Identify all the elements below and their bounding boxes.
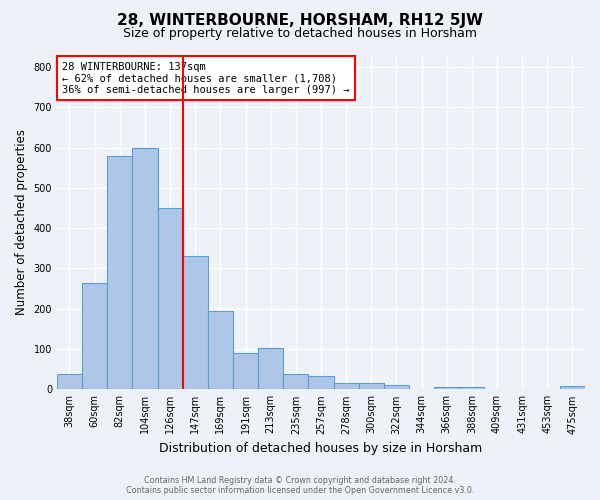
Text: Contains HM Land Registry data © Crown copyright and database right 2024.
Contai: Contains HM Land Registry data © Crown c… (126, 476, 474, 495)
Bar (233, 353, 258, 390)
Bar (308, 376, 334, 390)
Bar (158, 208, 182, 390)
Bar (434, 388, 459, 390)
Bar (82, 282, 107, 390)
Bar (258, 348, 283, 390)
Bar (459, 388, 484, 390)
Bar (359, 384, 384, 390)
Bar (560, 386, 585, 390)
Bar (57, 374, 82, 390)
Y-axis label: Number of detached properties: Number of detached properties (15, 129, 28, 315)
X-axis label: Distribution of detached houses by size in Horsham: Distribution of detached houses by size … (160, 442, 482, 455)
Text: 28, WINTERBOURNE, HORSHAM, RH12 5JW: 28, WINTERBOURNE, HORSHAM, RH12 5JW (117, 12, 483, 28)
Bar (133, 148, 158, 390)
Bar (384, 386, 409, 390)
Text: Size of property relative to detached houses in Horsham: Size of property relative to detached ho… (123, 28, 477, 40)
Text: 28 WINTERBOURNE: 137sqm
← 62% of detached houses are smaller (1,708)
36% of semi: 28 WINTERBOURNE: 137sqm ← 62% of detache… (62, 62, 350, 95)
Bar (208, 311, 233, 390)
Bar (283, 374, 308, 390)
Bar (182, 256, 208, 390)
Bar (334, 384, 359, 390)
Bar (107, 156, 133, 390)
